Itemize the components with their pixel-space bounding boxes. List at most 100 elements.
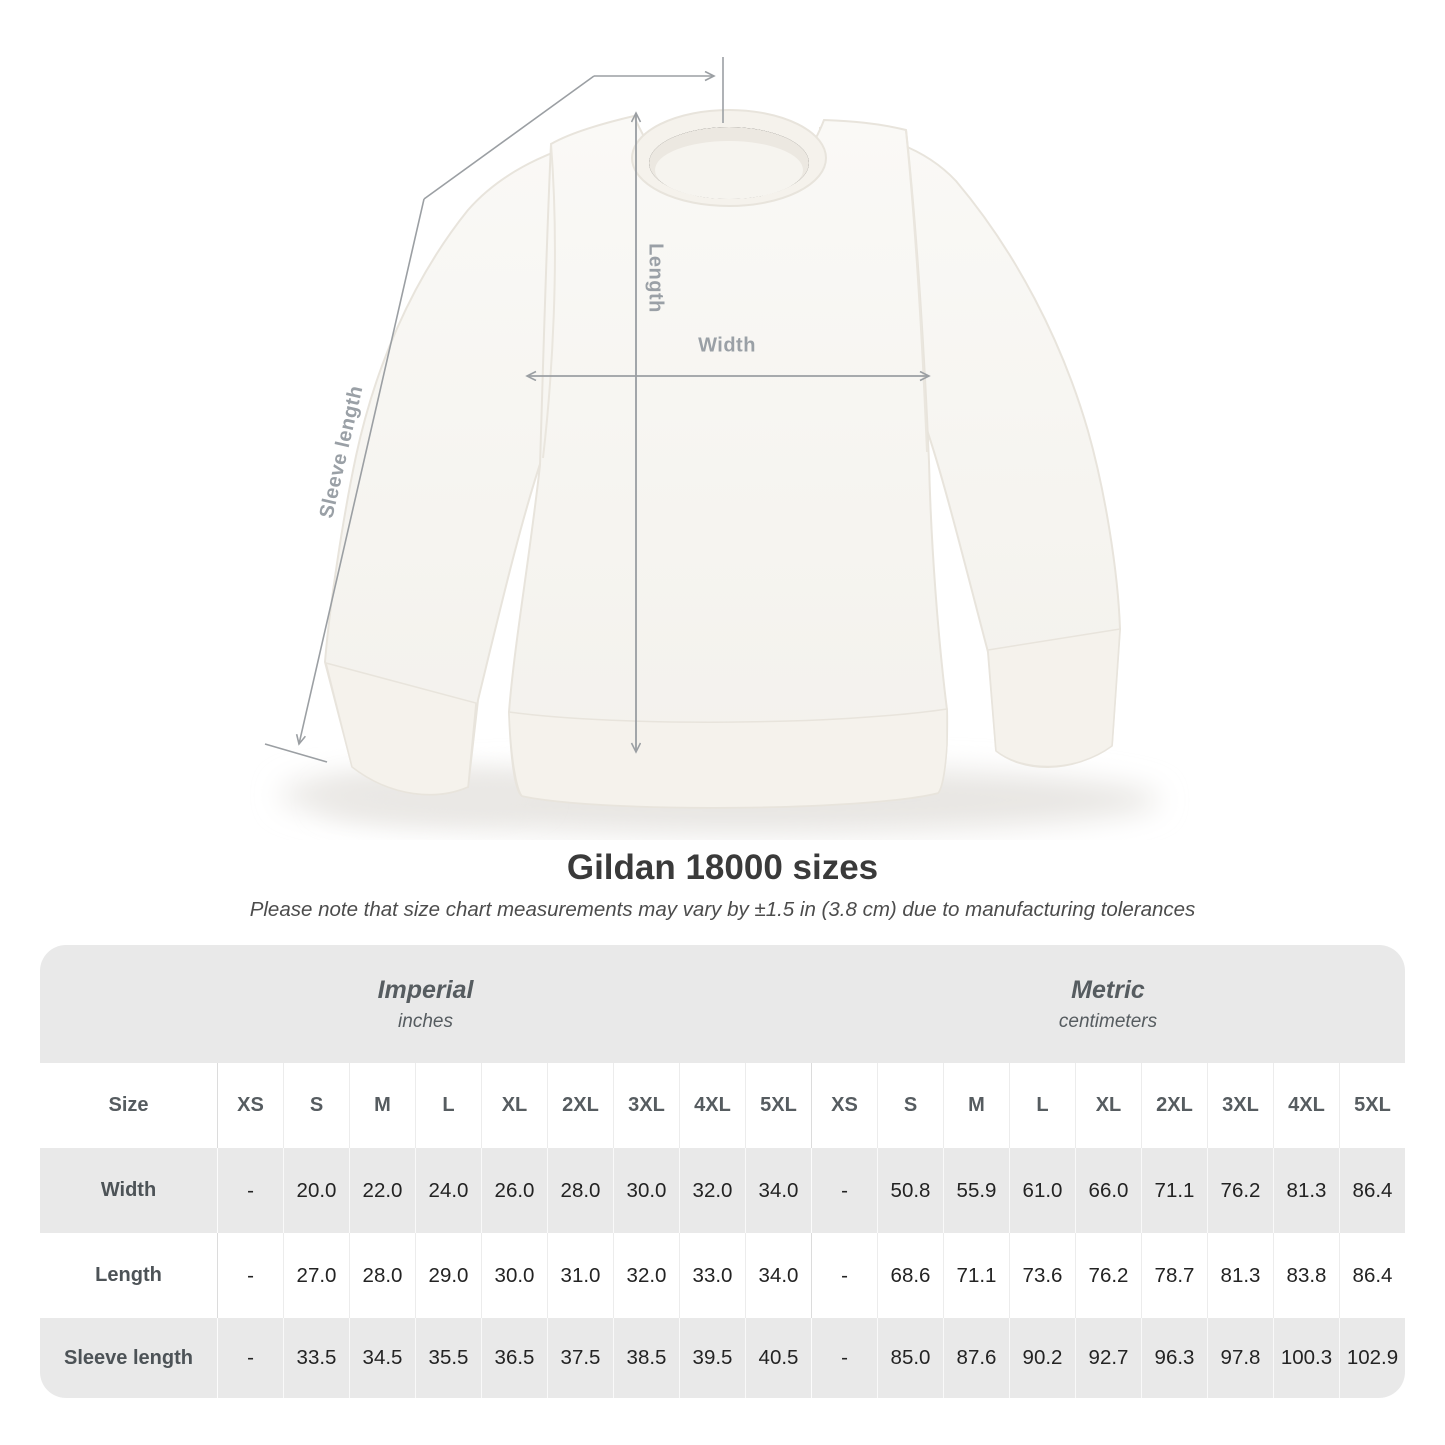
size-header-cell: 3XL (1207, 1063, 1273, 1148)
metric-unit: centimeters (1058, 1010, 1158, 1032)
value-cell: 78.7 (1141, 1233, 1207, 1318)
sleeve-end-tick (264, 743, 328, 763)
collar-inside-back (655, 141, 803, 199)
imperial-unit: inches (398, 1010, 453, 1032)
row-label-width: Width (100, 1179, 157, 1201)
value-cell: - (841, 1263, 848, 1287)
value-cell: 96.3 (1141, 1318, 1207, 1398)
size-header-cell: 4XL (679, 1063, 745, 1148)
left-cuff (324, 661, 477, 796)
value-cell: 32.0 (613, 1233, 679, 1318)
value-cell: 33.5 (283, 1318, 349, 1398)
value-cell: 81.3 (1273, 1148, 1339, 1233)
value-cell: 34.0 (745, 1233, 811, 1318)
value-cell: 61.0 (1009, 1148, 1075, 1233)
size-header-cell: 2XL (547, 1063, 613, 1148)
row-label-length: Length (95, 1264, 162, 1286)
size-header-cell: XS (831, 1094, 858, 1116)
value-cell: 86.4 (1339, 1233, 1405, 1318)
value-cell: 76.2 (1207, 1148, 1273, 1233)
row-label-sleeve-length: Sleeve length (64, 1346, 193, 1369)
value-cell: 55.9 (943, 1148, 1009, 1233)
left-armhole-seam (542, 143, 556, 459)
value-cell: 40.5 (745, 1318, 811, 1398)
sleeve-metric-values: - 85.0 87.6 90.2 92.7 96.3 97.8 100.3 102.9 (811, 1318, 1405, 1398)
right-cuff (987, 628, 1121, 768)
value-cell: 39.5 (679, 1318, 745, 1398)
value-cell: 28.0 (547, 1148, 613, 1233)
value-cell: - (841, 1178, 848, 1202)
size-table: Imperial inches Metric centimeters Size … (40, 945, 1405, 1398)
value-cell: 83.8 (1273, 1233, 1339, 1318)
size-header-cell: M (943, 1063, 1009, 1148)
value-cell: 97.8 (1207, 1318, 1273, 1398)
tolerance-note: Please note that size chart measurements… (249, 898, 1196, 921)
size-header-cell: S (877, 1063, 943, 1148)
sleeve-length-line (299, 198, 425, 744)
sleeve-length-row: Sleeve length - 33.5 34.5 35.5 36.5 37.5 38.5 3… (40, 1318, 1405, 1398)
value-cell: 76.2 (1075, 1233, 1141, 1318)
width-metric-values: - 50.8 55.9 61.0 66.0 71.1 76.2 81.3 86.4 (811, 1148, 1405, 1233)
size-header-row: Size XS S M L XL 2XL 3XL 4XL 5XL XS S M L XL 2XL 3XL 4X… (40, 1063, 1405, 1148)
value-cell: 32.0 (679, 1148, 745, 1233)
imperial-size-headers: XS S M L XL 2XL 3XL 4XL 5XL (217, 1063, 811, 1148)
value-cell: 66.0 (1075, 1148, 1141, 1233)
shoulder-leader-line (423, 75, 595, 200)
width-measure-label: Width (698, 334, 756, 357)
length-row: Length - 27.0 28.0 29.0 30.0 31.0 32.0 33.0 34.0… (40, 1233, 1405, 1318)
value-cell: 37.5 (547, 1318, 613, 1398)
length-imperial-values: - 27.0 28.0 29.0 30.0 31.0 32.0 33.0 34.0 (217, 1233, 811, 1318)
size-header-cell: XS (237, 1094, 264, 1116)
value-cell: 73.6 (1009, 1233, 1075, 1318)
value-cell: - (841, 1346, 848, 1369)
metric-label: Metric (1071, 975, 1145, 1004)
value-cell: 81.3 (1207, 1233, 1273, 1318)
value-cell: 30.0 (481, 1233, 547, 1318)
right-armhole-seam (905, 129, 928, 453)
value-cell: 28.0 (349, 1233, 415, 1318)
value-cell: 26.0 (481, 1148, 547, 1233)
length-metric-values: - 68.6 71.1 73.6 76.2 78.7 81.3 83.8 86.4 (811, 1233, 1405, 1318)
value-cell: 38.5 (613, 1318, 679, 1398)
page-title: Gildan 18000 sizes (566, 848, 879, 887)
imperial-group-header: Imperial inches (40, 945, 811, 1063)
body (507, 114, 949, 809)
value-cell: 92.7 (1075, 1318, 1141, 1398)
hem-band (508, 708, 948, 809)
value-cell: 33.0 (679, 1233, 745, 1318)
value-cell: 50.8 (877, 1148, 943, 1233)
sleeve-imperial-values: - 33.5 34.5 35.5 36.5 37.5 38.5 39.5 40.5 (217, 1318, 811, 1398)
size-header-cell: 4XL (1273, 1063, 1339, 1148)
size-column-header: Size (108, 1094, 149, 1116)
length-measure-label: Length (644, 243, 667, 313)
value-cell: 30.0 (613, 1148, 679, 1233)
value-cell: 71.1 (943, 1233, 1009, 1318)
value-cell: 36.5 (481, 1318, 547, 1398)
value-cell: 31.0 (547, 1233, 613, 1318)
size-header-cell: XL (481, 1063, 547, 1148)
imperial-label: Imperial (377, 975, 474, 1004)
value-cell: 34.0 (745, 1148, 811, 1233)
metric-group-header: Metric centimeters (811, 945, 1405, 1063)
size-header-cell: S (283, 1063, 349, 1148)
width-row: Width -20.0 22.0 24.0 26.0 28.0 30.0 32.0 34.0 … (40, 1148, 1405, 1233)
value-cell: 20.0 (283, 1148, 349, 1233)
width-imperial-values: - 20.0 22.0 24.0 26.0 28.0 30.0 32.0 34.0 (217, 1148, 811, 1233)
size-header-cell: 5XL (745, 1063, 811, 1148)
size-header-cell: L (1009, 1063, 1075, 1148)
product-illustration: Width Length Sleeve length (264, 57, 1160, 834)
size-header-cell: M (349, 1063, 415, 1148)
value-cell: 90.2 (1009, 1318, 1075, 1398)
value-cell: 34.5 (349, 1318, 415, 1398)
cuff-shadow (280, 771, 540, 819)
measurement-lines (264, 57, 929, 763)
value-cell: 29.0 (415, 1233, 481, 1318)
size-header-cell: 3XL (613, 1063, 679, 1148)
value-cell: - (247, 1263, 254, 1287)
value-cell: 102.9 (1339, 1318, 1405, 1398)
value-cell: 35.5 (415, 1318, 481, 1398)
unit-group-row: Imperial inches Metric centimeters (40, 945, 1405, 1063)
value-cell: 87.6 (943, 1318, 1009, 1398)
value-cell: - (247, 1178, 254, 1202)
